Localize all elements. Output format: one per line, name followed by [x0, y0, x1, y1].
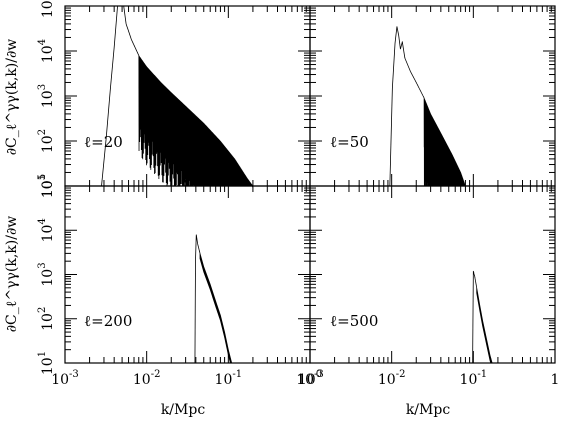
panel-label-ell-500: ℓ=500	[330, 312, 378, 330]
y-tick-label: 101	[37, 174, 56, 198]
x-tick-label: 10-3	[51, 369, 79, 388]
x-tick-label: 100	[298, 369, 322, 388]
curve-ℓ=500	[472, 270, 493, 364]
panel-frame-2	[64, 185, 311, 364]
curve-ℓ=50	[389, 26, 466, 187]
panel-label-ell-200: ℓ=200	[84, 312, 132, 330]
y-tick-label: 101	[37, 351, 56, 375]
x-axis-label-left: k/Mpc	[161, 402, 205, 418]
y-tick-label: 104	[37, 218, 56, 242]
y-tick-label: 105	[37, 0, 56, 18]
x-tick-label: 10-2	[133, 369, 161, 388]
panel-curves	[101, 5, 493, 364]
x-axis-label-right: k/Mpc	[406, 402, 450, 418]
y-tick-label: 102	[37, 307, 56, 331]
x-tick-label: 10-1	[215, 369, 243, 388]
x-tick-label: 10-2	[378, 369, 406, 388]
tick-labels: 10110210310410510110210310410510-310-210…	[37, 0, 559, 388]
x-tick-label: 10-1	[460, 369, 488, 388]
curve-ℓ=20	[101, 5, 254, 188]
panel-label-ell-20: ℓ=20	[84, 133, 123, 151]
y-tick-label: 102	[37, 129, 56, 153]
panel-label-ell-50: ℓ=50	[330, 133, 369, 151]
x-tick-label: 10-3	[296, 369, 324, 388]
x-tick-label: 1	[551, 372, 560, 388]
panel-frame-3	[309, 185, 556, 364]
y-tick-label: 103	[37, 84, 56, 108]
curve-ℓ=200	[194, 234, 233, 364]
axis-ticks	[64, 6, 555, 364]
y-axis-label-bottom: ∂C_ℓ^γγ(k,k)/∂w	[4, 216, 20, 332]
y-axis-label-top: ∂C_ℓ^γγ(k,k)/∂w	[4, 39, 20, 155]
y-tick-label: 103	[37, 262, 56, 286]
y-tick-label: 104	[37, 39, 56, 63]
y-tick-label: 105	[37, 174, 56, 198]
